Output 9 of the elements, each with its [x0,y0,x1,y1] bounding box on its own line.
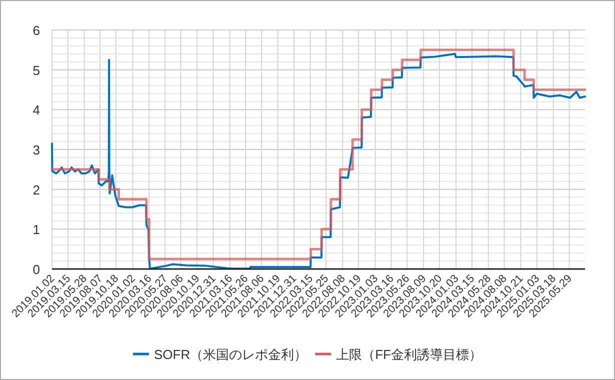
y-tick-label: 4 [32,102,40,118]
y-tick-label: 5 [32,62,40,78]
legend-label: SOFR（米国のレポ金利） [154,347,308,362]
y-tick-label: 6 [32,23,40,38]
y-tick-label: 1 [32,222,40,238]
y-tick-label: 2 [32,182,40,198]
y-tick-label: 3 [32,142,40,158]
y-tick-label: 0 [32,262,40,277]
legend-label: 上限（FF金利誘導目標） [336,347,482,362]
